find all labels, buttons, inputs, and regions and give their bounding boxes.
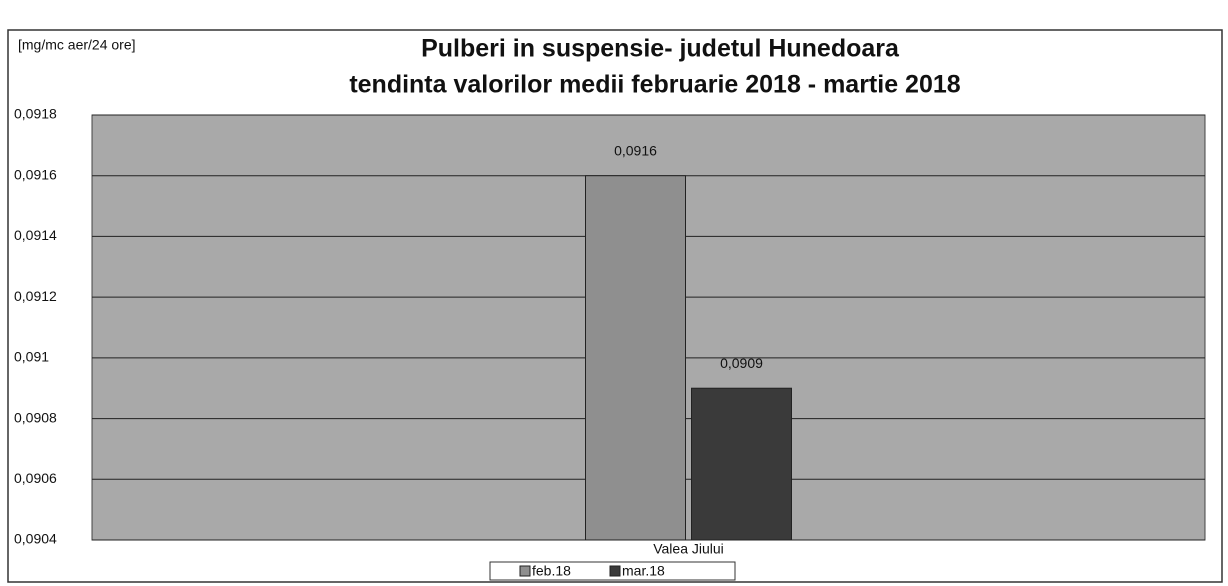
legend-swatch [519,565,531,577]
y-tick-label: 0,0908 [14,409,57,425]
y-tick-label: 0,0918 [14,106,57,122]
y-tick-label: 0,0916 [14,166,57,182]
y-tick-label: 0,0912 [14,288,57,304]
bar [585,175,686,541]
y-axis-label: [mg/mc aer/24 ore] [18,37,136,53]
chart-subtitle: tendinta valorilor medii februarie 2018 … [349,71,960,99]
y-tick-label: 0,0906 [14,470,57,486]
y-tick-label: 0,0914 [14,227,57,243]
value-label: 0,0916 [614,142,657,158]
y-tick-label: 0,0904 [14,531,57,547]
legend-label: feb.18 [532,563,571,579]
value-label: 0,0909 [720,355,763,371]
legend-swatch [609,565,621,577]
legend-label: mar.18 [622,563,665,579]
bar [691,387,792,541]
chart-title: Pulberi in suspensie- judetul Hunedoara [421,35,900,63]
y-tick-label: 0,091 [14,349,49,365]
x-tick-label: Valea Jiului [653,541,724,557]
